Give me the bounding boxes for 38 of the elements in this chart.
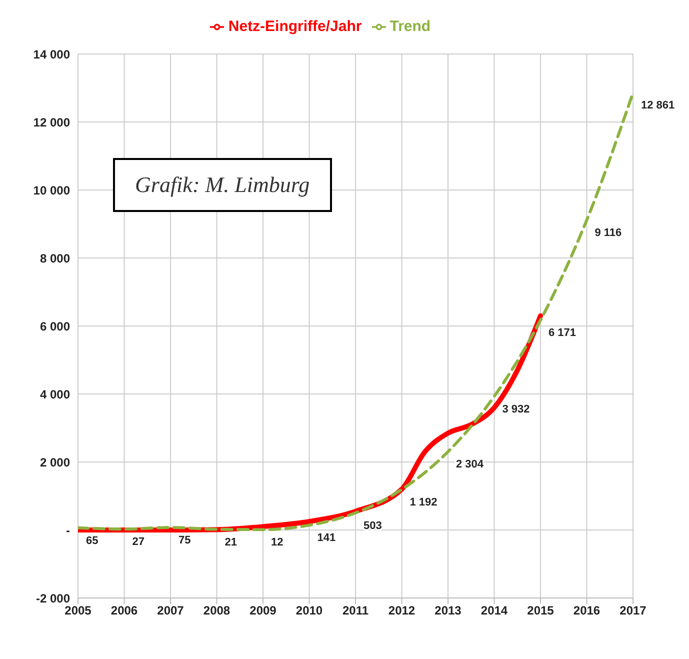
annotation: Grafik: M. Limburg <box>113 158 332 212</box>
y-tick-label: 10 000 <box>33 183 70 198</box>
data-label: 75 <box>178 534 191 546</box>
y-tick-label: 12 000 <box>33 115 70 130</box>
x-tick-label: 2010 <box>296 604 323 618</box>
x-tick-label: 2016 <box>573 604 600 618</box>
x-tick-label: 2014 <box>480 604 508 618</box>
x-tick-label: 2008 <box>203 604 230 618</box>
x-tick-label: 2012 <box>388 604 416 618</box>
data-label: 141 <box>317 532 336 544</box>
data-label: 3 932 <box>502 403 530 416</box>
x-tick-label: 2013 <box>434 604 462 618</box>
x-tick-label: 2006 <box>110 604 138 618</box>
legend-label: Trend <box>390 18 431 35</box>
x-tick-label: 2015 <box>527 604 554 618</box>
data-label: 1 192 <box>410 496 438 508</box>
x-tick-label: 2005 <box>64 604 92 618</box>
y-tick-label: 6 000 <box>40 319 70 334</box>
x-tick-label: 2009 <box>250 604 277 618</box>
y-tick-label: -2 000 <box>36 591 70 606</box>
data-label: 6 171 <box>548 327 576 340</box>
x-tick-label: 2017 <box>620 604 647 618</box>
y-tick-label: 14 000 <box>33 47 70 62</box>
data-label: 9 116 <box>594 227 622 240</box>
legend-label: Netz-Eingriffe/Jahr <box>228 18 362 35</box>
data-label: 12 <box>271 536 284 549</box>
y-tick-label: 4 000 <box>40 387 70 402</box>
y-tick-label: - <box>66 523 70 538</box>
y-tick-label: 2 000 <box>40 455 70 470</box>
data-label: 2 304 <box>456 458 484 471</box>
data-label: 503 <box>364 520 382 532</box>
data-label: 21 <box>224 536 237 548</box>
x-tick-label: 2007 <box>157 604 184 618</box>
y-tick-label: 8 000 <box>40 251 70 266</box>
data-label: 27 <box>132 536 144 548</box>
data-label: 12 861 <box>641 100 675 112</box>
data-label: 65 <box>86 534 98 547</box>
x-tick-label: 2011 <box>342 604 369 618</box>
